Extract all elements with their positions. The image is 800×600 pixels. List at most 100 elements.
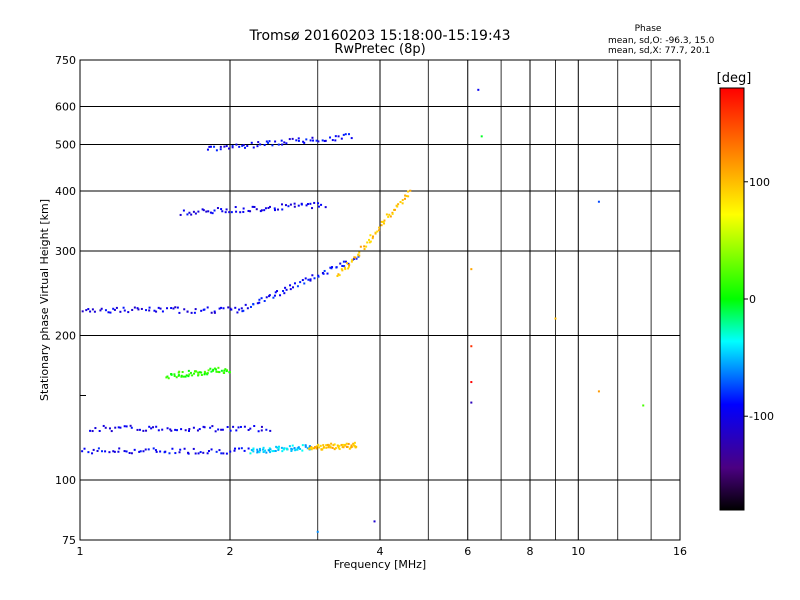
data-point xyxy=(297,204,300,207)
data-point xyxy=(326,272,329,275)
data-point xyxy=(334,139,337,142)
data-point xyxy=(396,205,399,208)
data-point xyxy=(193,372,196,375)
data-point xyxy=(407,195,410,198)
data-point xyxy=(317,140,320,143)
data-point xyxy=(145,309,148,312)
data-point xyxy=(331,446,334,449)
data-point xyxy=(262,450,265,453)
data-point xyxy=(372,235,375,238)
data-point xyxy=(322,444,325,447)
data-point xyxy=(99,309,102,312)
data-point xyxy=(317,202,320,205)
data-point xyxy=(337,444,340,447)
data-point xyxy=(238,447,241,450)
y-axis-label: Stationary phase Virtual Height [km] xyxy=(38,199,51,401)
data-point xyxy=(354,256,357,259)
data-point xyxy=(166,375,169,378)
data-point xyxy=(190,213,193,216)
data-point xyxy=(206,452,209,455)
data-point xyxy=(404,194,407,197)
data-point xyxy=(289,203,292,206)
data-point xyxy=(309,139,312,142)
data-point xyxy=(234,306,237,309)
data-point xyxy=(100,307,103,310)
data-point xyxy=(265,140,268,143)
data-point xyxy=(345,442,348,445)
data-point xyxy=(322,446,325,449)
data-point xyxy=(343,266,346,269)
data-point xyxy=(206,148,209,151)
data-point xyxy=(304,277,307,280)
data-point xyxy=(403,197,406,200)
data-point xyxy=(164,450,167,453)
data-point xyxy=(302,140,305,143)
data-point xyxy=(291,448,294,451)
data-point xyxy=(223,145,226,148)
data-point xyxy=(353,256,356,259)
data-point xyxy=(212,368,215,371)
data-point xyxy=(269,429,272,432)
data-point xyxy=(340,268,343,271)
data-point xyxy=(209,211,212,214)
data-point xyxy=(325,444,328,447)
data-point xyxy=(288,138,291,141)
data-point xyxy=(272,450,275,453)
data-point xyxy=(273,207,276,210)
data-point xyxy=(94,427,97,430)
data-point xyxy=(181,371,184,374)
data-point xyxy=(192,447,195,450)
data-point xyxy=(252,302,255,305)
data-point xyxy=(399,201,402,204)
data-point xyxy=(291,444,294,447)
data-point xyxy=(273,294,276,297)
data-point xyxy=(274,209,277,212)
data-point xyxy=(301,279,304,282)
data-point xyxy=(122,306,125,309)
data-point xyxy=(347,133,350,136)
grid xyxy=(80,60,680,540)
data-point xyxy=(125,425,128,428)
data-point xyxy=(235,429,238,432)
data-point xyxy=(240,447,243,450)
data-point xyxy=(199,371,202,374)
data-point xyxy=(357,253,360,256)
data-point xyxy=(168,452,171,455)
data-point xyxy=(405,195,408,198)
data-point xyxy=(274,140,277,143)
data-point xyxy=(154,449,157,452)
data-point xyxy=(280,446,283,449)
data-point xyxy=(155,425,158,428)
data-point xyxy=(374,231,377,234)
data-point xyxy=(260,297,263,300)
data-point xyxy=(265,428,268,431)
data-point xyxy=(219,145,222,148)
data-point xyxy=(250,141,253,144)
data-point xyxy=(299,281,302,284)
y-tick-label: 500 xyxy=(55,139,76,152)
data-point xyxy=(357,255,360,258)
data-point xyxy=(169,428,172,431)
data-point xyxy=(262,446,265,449)
data-point xyxy=(359,245,362,248)
data-point xyxy=(274,291,277,294)
data-point xyxy=(299,447,302,450)
data-point xyxy=(406,190,409,193)
data-point xyxy=(301,449,304,452)
data-point xyxy=(206,372,209,375)
data-point xyxy=(259,449,262,452)
data-point xyxy=(246,144,249,147)
data-point xyxy=(329,136,332,139)
data-point xyxy=(220,452,223,455)
y-axis: 75 100 200 300 400 500 600 750 xyxy=(55,54,86,547)
data-point xyxy=(391,212,394,215)
data-point xyxy=(322,272,325,275)
data-point xyxy=(325,446,328,449)
data-point xyxy=(268,447,271,450)
data-point xyxy=(142,429,145,432)
data-point xyxy=(323,140,326,143)
data-point xyxy=(115,306,118,309)
data-point xyxy=(159,450,162,453)
data-point xyxy=(283,292,286,295)
